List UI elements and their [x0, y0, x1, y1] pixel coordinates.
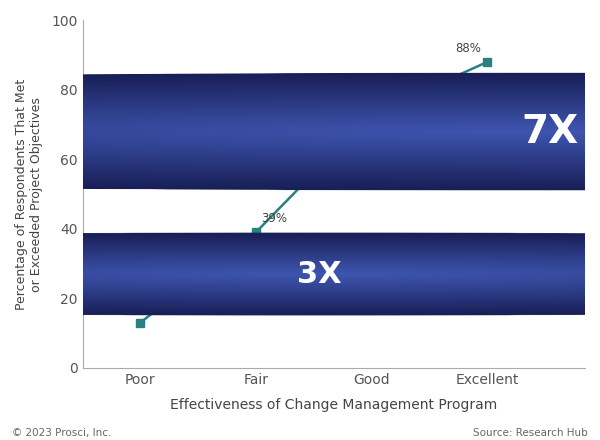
Text: © 2023 Prosci, Inc.: © 2023 Prosci, Inc. — [12, 428, 112, 438]
Text: 88%: 88% — [455, 42, 481, 55]
Text: 13%: 13% — [146, 303, 172, 316]
Text: 3X: 3X — [297, 260, 341, 289]
X-axis label: Effectiveness of Change Management Program: Effectiveness of Change Management Progr… — [170, 398, 497, 412]
Y-axis label: Percentage of Respondents That Met
or Exceeded Project Objectives: Percentage of Respondents That Met or Ex… — [15, 78, 43, 310]
Text: 39%: 39% — [262, 213, 287, 225]
Text: 73%: 73% — [377, 94, 403, 107]
Text: 7X: 7X — [522, 113, 579, 150]
Text: Source: Research Hub: Source: Research Hub — [473, 428, 588, 438]
